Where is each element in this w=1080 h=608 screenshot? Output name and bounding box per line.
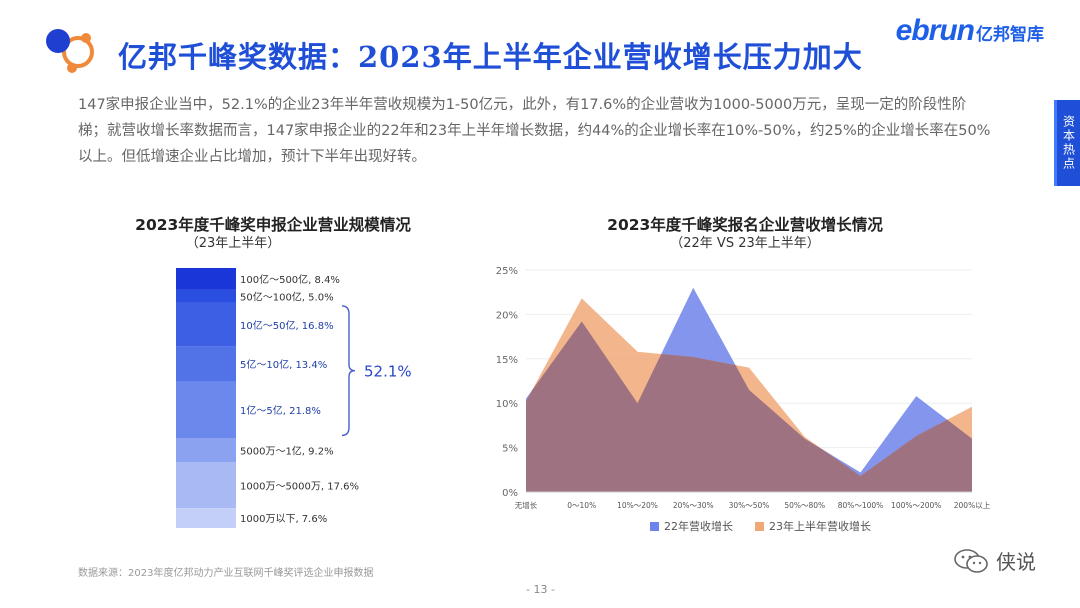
y-tick-label: 5% (502, 444, 518, 455)
segment-label: 1亿～5亿, 21.8% (240, 404, 321, 417)
x-tick-label: 80%～100% (838, 501, 884, 510)
page-number: - 13 - (526, 583, 555, 596)
x-tick-label: 0～10% (567, 501, 596, 510)
x-tick-label: 100%～200% (891, 501, 941, 510)
segment-label: 1000万以下, 7.6% (240, 514, 327, 525)
bar-segment (176, 302, 236, 347)
area-overlap (526, 321, 972, 492)
bar-segment (176, 346, 236, 382)
x-tick-label: 200%以上 (954, 501, 991, 510)
y-tick-label: 15% (496, 355, 518, 366)
legend-label-23: 23年上半年营收增长 (769, 520, 871, 533)
x-tick-label: 无增长 (515, 500, 538, 510)
legend-swatch-22 (650, 521, 659, 531)
legend-swatch-23 (755, 521, 764, 531)
bar-segment (176, 268, 236, 290)
legend-item-22: 22年营收增长 (650, 518, 733, 534)
x-tick-label: 10%～20% (617, 501, 658, 510)
bar-segment (176, 438, 236, 463)
bracket (341, 305, 356, 437)
bar-segment (176, 462, 236, 509)
x-tick-label: 50%～80% (784, 501, 825, 510)
brand-subtitle: 亿邦智库 (976, 25, 1044, 45)
legend-label-22: 22年营收增长 (664, 520, 733, 533)
summary-paragraph: 147家申报企业当中，52.1%的企业23年半年营收规模为1-50亿元，此外，有… (78, 97, 991, 165)
y-tick-label: 10% (496, 399, 518, 410)
x-tick-label: 30%～50% (729, 501, 770, 510)
growth-area-chart: 0% 5% 10% 15% 20% 25% 无增长 0～10% 10%～20% 20%～30% 30… (496, 266, 991, 510)
logo-icon (46, 29, 94, 73)
bar-segment (176, 381, 236, 439)
stacked-scale-chart: 100亿～500亿, 8.4% 50亿～100亿, 5.0% 10亿～50亿, 16… (176, 268, 412, 528)
y-tick-label: 25% (496, 266, 518, 277)
right-chart-title: 2023年度千峰奖报名企业营收增长情况 (607, 216, 883, 234)
wechat-label: 侠说 (996, 550, 1036, 574)
page-title: 亿邦千峰奖数据：2023年上半年企业营收增长压力加大 (118, 40, 863, 74)
data-source-note: 数据来源：2023年度亿邦动力产业互联网千峰奖评选企业申报数据 (78, 568, 374, 579)
wechat-icon (954, 548, 988, 573)
side-tab[interactable]: 资本热点 (1054, 100, 1080, 186)
y-tick-label: 0% (502, 488, 518, 499)
chart-legend: 22年营收增长 23年上半年营收增长 (650, 518, 871, 534)
wechat-watermark: 侠说 (954, 546, 1036, 575)
segment-label: 100亿～500亿, 8.4% (240, 273, 340, 286)
bar-segment (176, 289, 236, 303)
bracket-label: 52.1% (364, 363, 412, 381)
segment-label: 10亿～50亿, 16.8% (240, 319, 334, 332)
left-chart-subtitle: （23年上半年） (185, 236, 281, 251)
brand-name: ebrun (895, 14, 975, 47)
x-tick-label: 20%～30% (673, 501, 714, 510)
segment-label: 5亿～10亿, 13.4% (240, 358, 327, 371)
segment-label: 50亿～100亿, 5.0% (240, 290, 334, 303)
segment-label: 1000万～5000万, 17.6% (240, 481, 359, 492)
y-tick-label: 20% (496, 310, 518, 321)
right-chart-subtitle: （22年 VS 23年上半年） (670, 236, 820, 251)
left-chart-title: 2023年度千峰奖申报企业营业规模情况 (135, 216, 411, 234)
brand-logo: ebrun 亿邦智库 (896, 14, 1044, 48)
legend-item-23: 23年上半年营收增长 (755, 518, 871, 534)
bar-segment (176, 508, 236, 528)
segment-label: 5000万～1亿, 9.2% (240, 444, 334, 457)
